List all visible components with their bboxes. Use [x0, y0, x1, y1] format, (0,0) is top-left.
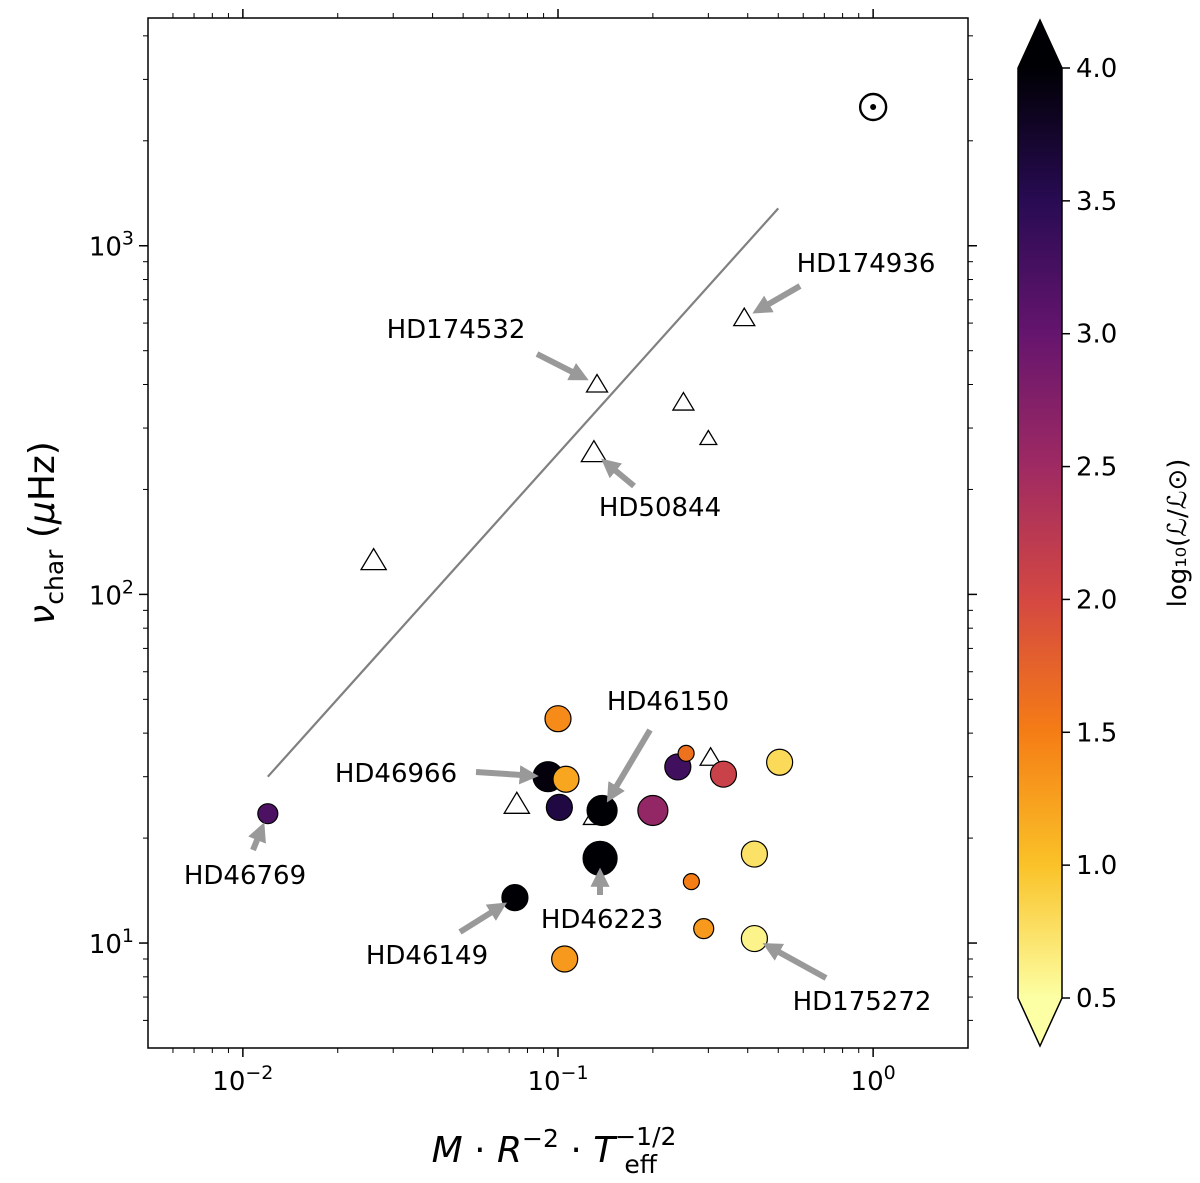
colorbar-tick-label: 3.5	[1076, 187, 1117, 217]
triangle-point	[580, 439, 608, 463]
annotation-arrow	[248, 822, 266, 852]
annotation-arrow	[475, 765, 539, 785]
major-ticks	[139, 9, 977, 1057]
annotation-arrow	[535, 351, 589, 381]
circle-series	[257, 705, 794, 973]
annotation-arrow	[762, 943, 828, 981]
annotation-arrow	[601, 458, 636, 489]
circle-point	[551, 945, 579, 973]
colorbar-tick-label: 2.0	[1076, 585, 1117, 615]
x-tick-label: 10−1	[527, 1062, 588, 1097]
x-title-part: T	[593, 1130, 618, 1171]
y-tick-label: 101	[89, 925, 134, 960]
colorbar: 0.5 1.0 1.5 2.0 2.5 3.0 3.5 4.0 log₁₀(ℒ/ℒ⊙)	[1017, 18, 1193, 1048]
y-title-part: (	[22, 524, 63, 550]
y-title-part: μ	[22, 501, 63, 525]
colorbar-tick-label: 4.0	[1076, 54, 1117, 84]
circle-point	[544, 705, 572, 733]
y-title-part: Hz)	[22, 441, 63, 501]
annotation-label: HD50844	[599, 493, 721, 523]
annotation-label: HD46769	[184, 861, 306, 891]
triangle-point	[671, 391, 696, 411]
tick-exponent: 2	[122, 576, 134, 598]
x-title-part: ·	[559, 1130, 593, 1171]
sun-marker-ring	[858, 92, 888, 122]
colorbar-body	[1018, 68, 1062, 998]
circle-point	[637, 794, 669, 827]
circle-point	[582, 840, 618, 876]
annotation-label: HD46223	[541, 905, 663, 935]
circle-point	[693, 918, 715, 940]
annotation-label: HD46966	[335, 759, 457, 789]
triangle-point	[698, 746, 723, 766]
annotation-label: HD46149	[366, 941, 488, 971]
tick-base: 10	[527, 1067, 560, 1097]
y-tick-label: 102	[89, 576, 134, 611]
x-title-part: R	[497, 1130, 522, 1171]
x-title-part: eff	[624, 1150, 657, 1179]
y-axis-title: νchar (μHz)	[22, 441, 69, 625]
annotation-arrow	[752, 283, 802, 314]
colorbar-tick-label: 2.5	[1076, 453, 1117, 483]
colorbar-tick-label: 1.0	[1076, 851, 1117, 881]
triangle-point	[698, 429, 718, 446]
colorbar-top-extension	[1018, 20, 1062, 68]
tick-base: 10	[89, 930, 122, 960]
circle-point	[682, 873, 700, 891]
x-title-part: −1/2	[615, 1122, 676, 1151]
colorbar-tick-label: 3.0	[1076, 320, 1117, 350]
circle-point	[257, 803, 279, 825]
tick-exponent: −1	[561, 1062, 589, 1084]
x-title-part: M	[432, 1130, 463, 1171]
y-title-part: ν	[22, 605, 63, 625]
colorbar-tick-label: 0.5	[1076, 984, 1117, 1014]
tick-base: 10	[851, 1067, 884, 1097]
y-tick-label: 103	[89, 228, 134, 263]
plot-frame	[147, 17, 969, 1049]
tick-exponent: −2	[245, 1062, 273, 1084]
annotations: HD174936 HD174532 HD50844 HD46150 HD46966 HD4…	[184, 249, 936, 1017]
x-tick-label: 10−2	[212, 1062, 273, 1097]
tick-exponent: 3	[122, 228, 134, 250]
annotation-label: HD174532	[387, 315, 526, 345]
minor-ticks	[143, 13, 973, 1053]
x-title-part: ·	[463, 1130, 497, 1171]
tick-base: 10	[89, 233, 122, 263]
triangle-point	[585, 373, 609, 393]
triangle-point	[732, 306, 756, 327]
triangle-point	[503, 791, 531, 814]
colorbar-title: log₁₀(ℒ/ℒ⊙)	[1163, 459, 1193, 608]
circle-point	[740, 924, 769, 953]
circle-point	[766, 748, 794, 776]
tick-exponent: 1	[122, 925, 134, 947]
triangle-point	[359, 547, 388, 571]
circle-point	[552, 765, 580, 793]
triangle-series	[359, 306, 756, 826]
y-title-part: char	[40, 549, 69, 605]
annotation-arrow	[606, 728, 653, 803]
annotation-label: HD46150	[607, 687, 729, 717]
circle-point	[677, 744, 695, 762]
circle-point	[501, 884, 529, 912]
annotation-arrow	[458, 902, 508, 935]
colorbar-bottom-extension	[1018, 998, 1062, 1046]
tick-base: 10	[89, 581, 122, 611]
sun-marker-dot	[870, 104, 877, 111]
colorbar-tick-label: 1.5	[1076, 718, 1117, 748]
circle-point	[740, 840, 769, 868]
circle-point	[709, 760, 738, 788]
circle-point	[545, 793, 573, 821]
annotation-label: HD175272	[793, 987, 932, 1017]
trend-line	[266, 207, 780, 778]
x-title-part: −2	[522, 1124, 559, 1153]
circle-point	[586, 794, 618, 827]
tick-base: 10	[212, 1067, 245, 1097]
tick-exponent: 0	[884, 1062, 896, 1084]
x-axis-title: M · R−2 · T−1/2 eff	[432, 1122, 677, 1179]
x-tick-label: 100	[851, 1062, 896, 1097]
annotation-label: HD174936	[797, 249, 936, 279]
